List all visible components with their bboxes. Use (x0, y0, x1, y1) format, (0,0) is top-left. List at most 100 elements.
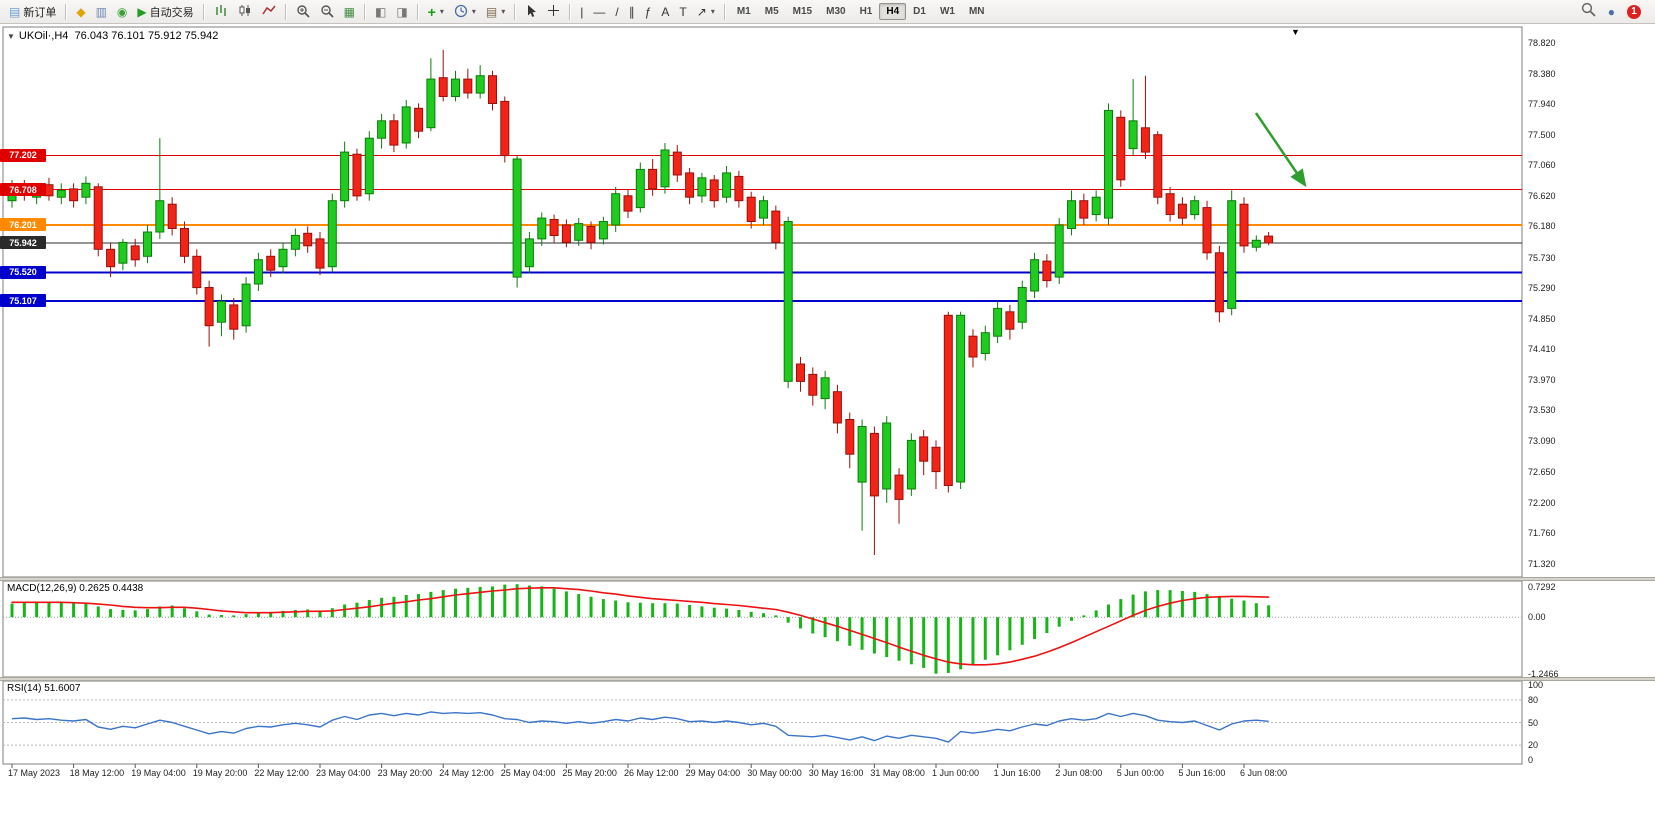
timeframe-button-mn[interactable]: MN (968, 6, 985, 17)
timeframe-button-w1[interactable]: W1 (939, 6, 955, 17)
cascade-icon: ◨ (396, 4, 408, 19)
pane-splitter-rsi[interactable] (0, 677, 1655, 681)
toolbar-separator (569, 3, 572, 20)
horizontal-line-button[interactable]: — (588, 0, 610, 24)
notifications-badge[interactable]: 1 (1627, 4, 1641, 19)
candle-body (1202, 207, 1212, 254)
candle-body (488, 75, 497, 104)
search-icon[interactable] (1581, 2, 1596, 22)
fibonacci-button[interactable]: ƒ (640, 0, 657, 24)
label-button[interactable]: T (674, 0, 691, 24)
channel-button[interactable]: ∥ (624, 0, 640, 24)
toolbar-separator (284, 3, 287, 20)
crosshair-button[interactable] (542, 0, 565, 24)
chevron-down-icon[interactable]: ▾ (710, 7, 715, 16)
vertical-line-button[interactable]: | (575, 0, 588, 24)
candle-body (69, 188, 79, 202)
candle-body (759, 200, 768, 219)
candle-body (106, 248, 116, 268)
community-icon[interactable]: ● (1607, 4, 1615, 19)
market-watch-button[interactable]: ◆ (71, 0, 90, 24)
chevron-down-icon[interactable]: ▾ (501, 7, 506, 16)
price-scale-label: 71.760 (1528, 528, 1556, 539)
scroll-to-end-icon[interactable]: ▼ (1291, 27, 1300, 37)
cascade-windows-button[interactable]: ◨ (391, 0, 412, 24)
candle-body (401, 106, 411, 144)
templates-button[interactable]: ▤ ▾ (481, 0, 510, 24)
timeframe-button-h4[interactable]: H4 (879, 3, 907, 20)
chart-title: ▼ UKOil·,H4 76.043 76.101 75.912 75.942 (7, 30, 218, 42)
vertical-line-icon: | (580, 4, 584, 19)
tile-windows-button[interactable]: ▦ (339, 0, 360, 24)
candle-body (993, 307, 1003, 337)
candle-body (303, 232, 313, 247)
annotation-arrow[interactable] (1254, 112, 1307, 188)
zoom-out-button[interactable] (315, 0, 339, 24)
candle-body (1128, 120, 1138, 150)
candle-body (1104, 109, 1113, 219)
rsi-scale-label: 0 (1528, 755, 1534, 766)
arrange-windows-button[interactable]: ◧ (370, 0, 391, 24)
timeframe-button-m1[interactable]: M1 (736, 6, 751, 17)
price-scale-label: 78.820 (1528, 38, 1556, 48)
candle-body (796, 363, 805, 382)
price-scale-label: 71.320 (1528, 559, 1556, 570)
time-axis-label: 23 May 20:00 (377, 768, 433, 778)
candles-chart-button[interactable] (233, 0, 257, 24)
text-button[interactable]: A (656, 0, 674, 24)
pane-splitter-macd[interactable] (0, 577, 1655, 581)
timeframe-button-m30[interactable]: M30 (826, 6, 846, 17)
chart-collapse-icon[interactable]: ▼ (7, 32, 15, 41)
candle-body (648, 168, 658, 190)
line-chart-button[interactable] (257, 0, 281, 24)
candle-body (771, 210, 781, 243)
terminal-button[interactable]: ◉ (112, 0, 132, 24)
time-axis-label: 1 Jun 16:00 (993, 768, 1041, 778)
candle-body (672, 151, 682, 176)
candle-body (660, 149, 670, 188)
price-tag: 76.201 (0, 218, 46, 232)
zoom-out-icon (320, 4, 334, 20)
bubble-icon: ◉ (116, 4, 128, 19)
objects-button[interactable]: ↗ ▾ (692, 0, 720, 24)
macd-scale[interactable] (1522, 581, 1655, 677)
bars-chart-button[interactable] (209, 0, 233, 24)
crosshair-icon (547, 4, 560, 19)
timeframe-button-h1[interactable]: H1 (859, 6, 873, 17)
chevron-down-icon[interactable]: ▾ (471, 7, 476, 16)
arrow-object-icon: ↗ (696, 4, 707, 19)
candle-body (56, 189, 66, 198)
price-scale-label: 75.730 (1528, 252, 1556, 263)
candle-body (1079, 200, 1089, 219)
rsi-scale-label: 20 (1528, 740, 1539, 751)
candle-body (537, 217, 547, 240)
cursor-button[interactable] (520, 0, 542, 24)
chevron-down-icon[interactable]: ▾ (439, 7, 444, 16)
periods-button[interactable]: ▾ (449, 0, 481, 24)
indicators-button[interactable]: + ▾ (423, 0, 449, 24)
candle-body (426, 78, 436, 129)
fibonacci-icon: ƒ (644, 4, 652, 19)
trendline-button[interactable]: / (610, 0, 623, 24)
price-scale-label: 77.500 (1528, 129, 1556, 140)
candle-body (623, 195, 633, 212)
price-tag: 75.942 (0, 236, 46, 250)
timeframe-button-m5[interactable]: M5 (764, 6, 779, 17)
timeframe-button-d1[interactable]: D1 (913, 6, 926, 17)
price-scale-label: 73.530 (1528, 405, 1556, 416)
time-axis-label: 5 Jun 00:00 (1116, 768, 1164, 778)
timeframe-button-m15[interactable]: M15 (792, 6, 813, 17)
price-scale[interactable] (1522, 27, 1655, 577)
autotrading-button[interactable]: ▶ 自动交易 (132, 0, 198, 24)
candle-body (44, 184, 54, 197)
bar-chart-icon (214, 4, 228, 19)
time-axis-label: 17 May 2023 (8, 768, 61, 778)
candle-body (906, 439, 916, 490)
new-order-button[interactable]: ▤ 新订单 (4, 0, 61, 24)
zoom-in-button[interactable] (291, 0, 315, 24)
time-axis-label: 25 May 20:00 (562, 768, 617, 778)
rsi-scale[interactable] (1522, 681, 1655, 764)
chart-window-button[interactable]: ▥ (91, 0, 112, 24)
price-scale-label: 73.090 (1528, 436, 1556, 447)
